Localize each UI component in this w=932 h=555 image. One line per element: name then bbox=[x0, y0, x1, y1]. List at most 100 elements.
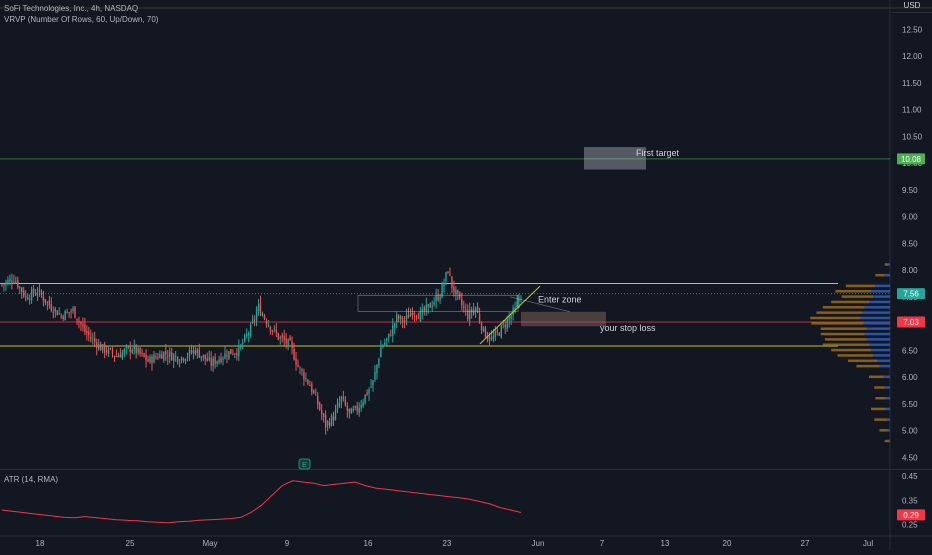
candle-body bbox=[247, 333, 250, 336]
candle-body bbox=[480, 322, 483, 331]
volume-profile-up-bar bbox=[869, 343, 890, 346]
time-tick-label: 25 bbox=[126, 539, 135, 548]
volume-profile-up-bar bbox=[885, 396, 890, 400]
candle-body bbox=[167, 356, 169, 358]
candle-body bbox=[330, 415, 333, 426]
candle-body bbox=[403, 320, 406, 322]
volume-profile-up-bar bbox=[863, 322, 890, 325]
candle-body bbox=[297, 364, 299, 367]
volume-profile-down-bar bbox=[822, 306, 865, 309]
candle-body bbox=[202, 354, 204, 358]
candle-body bbox=[192, 350, 195, 353]
candle-body bbox=[200, 356, 203, 359]
volume-profile-up-bar bbox=[887, 429, 890, 432]
candle-body bbox=[259, 303, 262, 316]
volume-profile-down-bar bbox=[874, 418, 887, 421]
candle-body bbox=[423, 307, 426, 312]
candle-body bbox=[253, 319, 256, 321]
candle-body bbox=[105, 350, 108, 353]
price-badge bbox=[897, 288, 925, 300]
candle-body bbox=[504, 325, 506, 328]
volume-profile-up-bar bbox=[871, 289, 890, 293]
candle-body bbox=[64, 310, 66, 321]
volume-profile-down-bar bbox=[820, 332, 865, 336]
candle-body bbox=[384, 342, 386, 346]
candle-body bbox=[372, 380, 374, 386]
price-tick-label: 9.00 bbox=[902, 213, 918, 222]
candle-body bbox=[60, 315, 62, 317]
price-badge-label: 7.03 bbox=[903, 318, 919, 327]
volume-profile-up-bar bbox=[883, 375, 890, 379]
candle-body bbox=[293, 348, 295, 360]
candle-body bbox=[178, 362, 181, 364]
candle-body bbox=[431, 306, 433, 308]
candle-body bbox=[427, 304, 429, 307]
candle-body bbox=[182, 358, 185, 361]
candle-body bbox=[3, 284, 5, 286]
candle-body bbox=[445, 272, 447, 282]
candle-body bbox=[214, 357, 216, 365]
candle-body bbox=[188, 349, 191, 356]
candle-body bbox=[405, 314, 408, 320]
time-tick-label: May bbox=[202, 539, 217, 548]
volume-profile-down-bar bbox=[884, 263, 888, 266]
candle-body bbox=[482, 327, 485, 332]
candle-body bbox=[332, 416, 335, 421]
price-badge bbox=[897, 153, 925, 165]
candle-body bbox=[76, 318, 78, 321]
currency-label[interactable]: USD bbox=[892, 0, 932, 13]
volume-profile-down-bar bbox=[835, 289, 872, 293]
candle-body bbox=[443, 282, 445, 287]
candle-body bbox=[141, 352, 143, 354]
candle-body bbox=[411, 312, 414, 315]
candle-body bbox=[251, 320, 254, 323]
volume-profile-down-bar bbox=[831, 300, 869, 304]
candle-body bbox=[261, 314, 264, 316]
candle-body bbox=[234, 353, 236, 355]
candle-body bbox=[48, 300, 51, 306]
time-tick-label: Jul bbox=[863, 539, 873, 548]
candle-body bbox=[366, 392, 368, 395]
candle-body bbox=[350, 408, 352, 414]
volume-profile-down-bar bbox=[869, 375, 884, 379]
candle-body bbox=[96, 342, 98, 348]
candle-body bbox=[206, 358, 208, 362]
candle-body bbox=[78, 320, 80, 322]
candle-body bbox=[196, 349, 199, 354]
candle-body bbox=[11, 280, 13, 283]
candle-body bbox=[437, 294, 439, 301]
candle-body bbox=[230, 348, 232, 355]
candle-body bbox=[9, 278, 11, 282]
candle-body bbox=[208, 357, 210, 360]
target-box bbox=[584, 147, 646, 170]
candle-body bbox=[476, 306, 479, 313]
atr-series-line bbox=[1, 480, 522, 524]
volume-profile bbox=[810, 263, 890, 443]
candle-body bbox=[484, 328, 487, 338]
stop-loss-box bbox=[521, 311, 606, 327]
candle-body bbox=[46, 301, 49, 303]
candle-body bbox=[429, 303, 431, 308]
atr-tick-label: 0.45 bbox=[902, 472, 918, 481]
candle-body bbox=[342, 396, 345, 399]
candle-body bbox=[238, 346, 240, 357]
price-tick-label: 10.50 bbox=[902, 132, 923, 141]
candle-body bbox=[133, 345, 135, 350]
candle-body bbox=[457, 289, 459, 294]
volume-profile-down-bar bbox=[841, 295, 874, 298]
candle-body bbox=[500, 325, 502, 338]
candle-body bbox=[24, 295, 27, 297]
volume-profile-down-bar bbox=[831, 348, 872, 352]
volume-profile-down-bar bbox=[884, 439, 889, 443]
volume-profile-up-bar bbox=[884, 386, 890, 389]
candle-body bbox=[68, 312, 70, 314]
candle-body bbox=[370, 385, 372, 388]
candle-body bbox=[508, 317, 510, 321]
candle-body bbox=[174, 356, 177, 358]
atr-tick-label: 0.35 bbox=[902, 496, 918, 505]
price-tick-label: 5.50 bbox=[902, 400, 918, 409]
candle-body bbox=[129, 345, 131, 353]
candle-body bbox=[465, 309, 467, 311]
candle-body bbox=[502, 323, 504, 325]
